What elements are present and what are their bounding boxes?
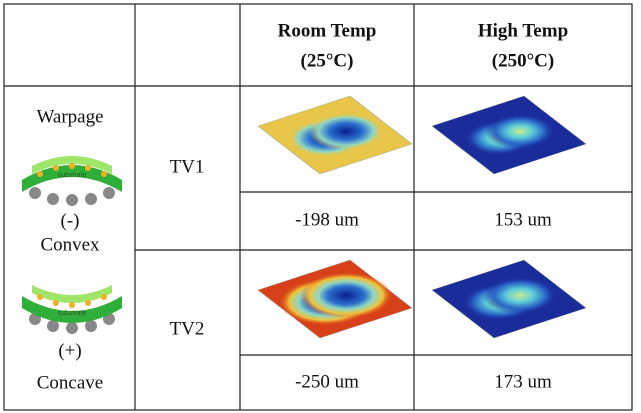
row-label: TV1	[170, 156, 205, 177]
cell-value: -198 um	[295, 209, 359, 230]
row-label: TV2	[170, 318, 205, 339]
convex-diagram: substrate	[22, 156, 122, 206]
convex-sign: (-)	[61, 210, 80, 231]
table: Room Temp (25°C) High Temp (250°C) Warpa…	[0, 0, 641, 413]
substrate-label: substrate	[58, 172, 87, 179]
heatmap-image	[432, 96, 586, 174]
column-header: Room Temp	[278, 20, 377, 41]
column-subheader: (250°C)	[492, 50, 554, 71]
column-subheader: (25°C)	[301, 50, 354, 71]
convex-label: Convex	[40, 234, 100, 255]
heatmap-image	[256, 259, 416, 339]
concave-diagram: substrate	[22, 285, 122, 334]
cell-value: -250 um	[295, 371, 359, 392]
left-title: Warpage	[36, 106, 103, 127]
column-header: High Temp	[478, 20, 568, 41]
heatmap-image	[432, 260, 586, 338]
substrate-label: substrate	[58, 310, 87, 317]
heatmap-image	[258, 96, 412, 174]
cell-value: 173 um	[494, 371, 552, 392]
cell-value: 153 um	[494, 209, 552, 230]
concave-label: Concave	[37, 372, 103, 393]
concave-sign: (+)	[58, 340, 81, 361]
